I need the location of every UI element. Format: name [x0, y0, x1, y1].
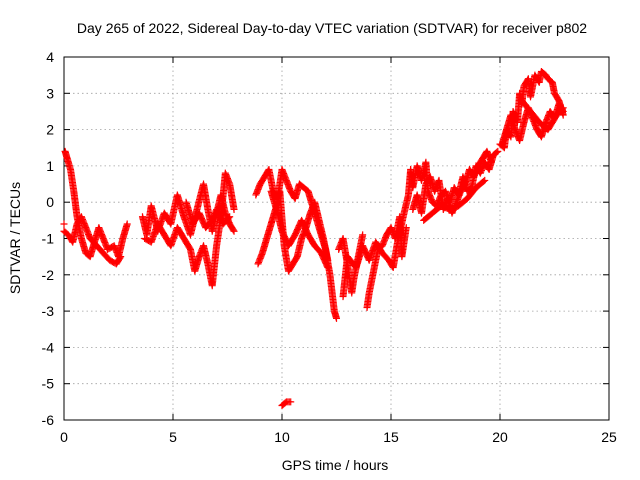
- y-tick-label: -6: [42, 412, 55, 428]
- data-point: [558, 105, 566, 113]
- x-tick-labels: 0 5 10 15 20 25: [60, 429, 617, 445]
- data-point: [359, 231, 367, 239]
- data-point: [123, 220, 131, 228]
- x-tick-label: 15: [383, 429, 399, 445]
- x-tick-label: 10: [274, 429, 290, 445]
- x-tick-label: 25: [601, 429, 617, 445]
- data-point: [287, 398, 295, 406]
- y-tick-label: 2: [46, 122, 54, 138]
- data-points: [60, 68, 567, 409]
- y-tick-label: 0: [46, 194, 54, 210]
- y-tick-label: -4: [42, 339, 55, 355]
- x-tick-label: 0: [60, 429, 68, 445]
- x-tick-label: 5: [169, 429, 177, 445]
- data-point: [480, 177, 488, 185]
- data-point: [116, 254, 124, 262]
- data-point: [226, 213, 234, 221]
- y-tick-label: 4: [46, 49, 54, 65]
- y-tick-label: 3: [46, 85, 54, 101]
- data-point: [230, 227, 238, 235]
- axis-ticks: [63, 56, 610, 421]
- data-point: [230, 205, 238, 213]
- data-point: [481, 176, 489, 184]
- data-point: [117, 253, 125, 261]
- data-point: [229, 226, 237, 234]
- data-point: [493, 148, 501, 156]
- data-point: [225, 214, 233, 222]
- data-point: [324, 264, 332, 272]
- x-axis-label: GPS time / hours: [282, 457, 389, 473]
- y-tick-labels: -6 -5 -4 -3 -2 -1 0 1 2 3 4: [42, 49, 55, 428]
- data-point: [559, 104, 567, 112]
- data-point: [487, 158, 495, 166]
- y-tick-label: -3: [42, 303, 55, 319]
- data-point: [333, 314, 340, 322]
- data-point: [494, 147, 502, 155]
- y-tick-label: -5: [42, 376, 55, 392]
- y-tick-label: -2: [42, 267, 55, 283]
- y-tick-label: -1: [42, 231, 55, 247]
- data-point: [60, 220, 68, 228]
- x-tick-label: 20: [492, 429, 508, 445]
- y-tick-label: 1: [46, 158, 54, 174]
- chart-title: Day 265 of 2022, Sidereal Day-to-day VTE…: [77, 20, 587, 36]
- y-axis-label: SDTVAR / TECUs: [7, 182, 23, 294]
